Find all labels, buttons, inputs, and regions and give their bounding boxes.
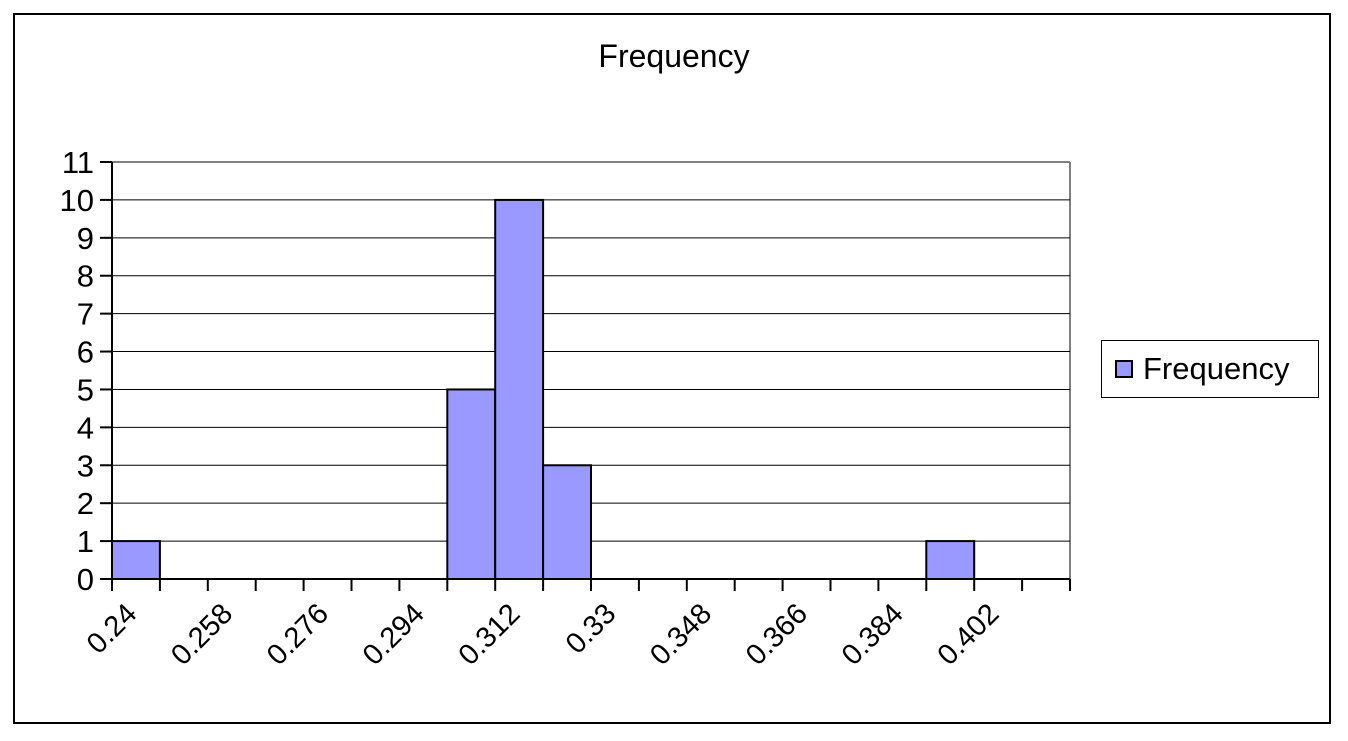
histogram-bar	[542, 464, 592, 581]
legend: Frequency	[1101, 340, 1319, 398]
y-tick-label: 0	[77, 562, 94, 597]
bars	[111, 198, 976, 581]
histogram-bar	[925, 540, 976, 580]
y-tick-label: 9	[77, 221, 94, 256]
x-tick-label: 0.33	[560, 598, 623, 661]
x-tick-label: 0.294	[357, 598, 431, 672]
x-tick-label: 0.366	[740, 598, 814, 672]
y-tick-label: 6	[77, 335, 94, 370]
histogram-bar	[111, 540, 161, 580]
x-tick-label: 0.258	[165, 598, 239, 672]
x-tick-label: 0.276	[261, 598, 335, 672]
x-tick-label: 0.348	[644, 598, 718, 672]
x-tick-label: 0.402	[932, 598, 1006, 672]
x-tick-label: 0.384	[836, 598, 910, 672]
y-tick-label: 1	[77, 524, 94, 559]
chart-title: Frequency	[598, 38, 750, 74]
y-tick-label: 10	[60, 183, 94, 218]
y-tick-label: 4	[77, 410, 94, 445]
y-tick-label: 3	[77, 448, 94, 483]
legend-swatch	[1115, 360, 1133, 378]
y-tick-label: 8	[77, 259, 94, 294]
x-tick-label: 0.312	[453, 598, 527, 672]
y-tick-label: 2	[77, 486, 94, 521]
histogram-bar	[446, 388, 497, 581]
x-tick-label: 0.24	[81, 598, 144, 661]
y-tick-label: 5	[77, 372, 94, 407]
histogram-bar	[494, 198, 545, 580]
legend-label: Frequency	[1143, 351, 1290, 386]
axes	[100, 161, 1071, 591]
gridlines	[112, 161, 1071, 579]
y-tick-label: 11	[62, 145, 94, 180]
x-tick-labels: 0.24 0.258 0.276 0.294 0.312 0.33 0.348 0.366 0.…	[81, 598, 1006, 672]
y-tick-label: 7	[77, 297, 94, 332]
